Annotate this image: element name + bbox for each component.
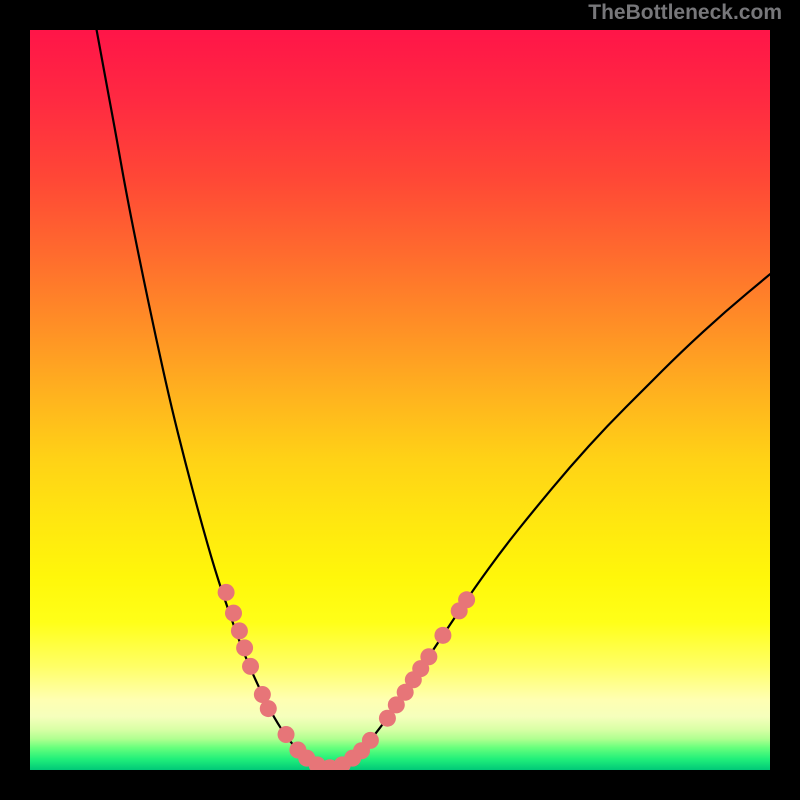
data-dot bbox=[420, 648, 437, 665]
chart-svg bbox=[0, 0, 800, 800]
data-dot bbox=[231, 622, 248, 639]
data-dot bbox=[434, 627, 451, 644]
data-dot bbox=[260, 700, 277, 717]
data-dot bbox=[218, 584, 235, 601]
data-dot bbox=[242, 658, 259, 675]
chart-frame: TheBottleneck.com bbox=[0, 0, 800, 800]
data-dot bbox=[278, 726, 295, 743]
data-dot bbox=[458, 591, 475, 608]
data-dot bbox=[225, 605, 242, 622]
data-dot bbox=[236, 639, 253, 656]
watermark-text: TheBottleneck.com bbox=[588, 1, 782, 25]
data-dot bbox=[362, 732, 379, 749]
gradient-background bbox=[30, 30, 770, 770]
